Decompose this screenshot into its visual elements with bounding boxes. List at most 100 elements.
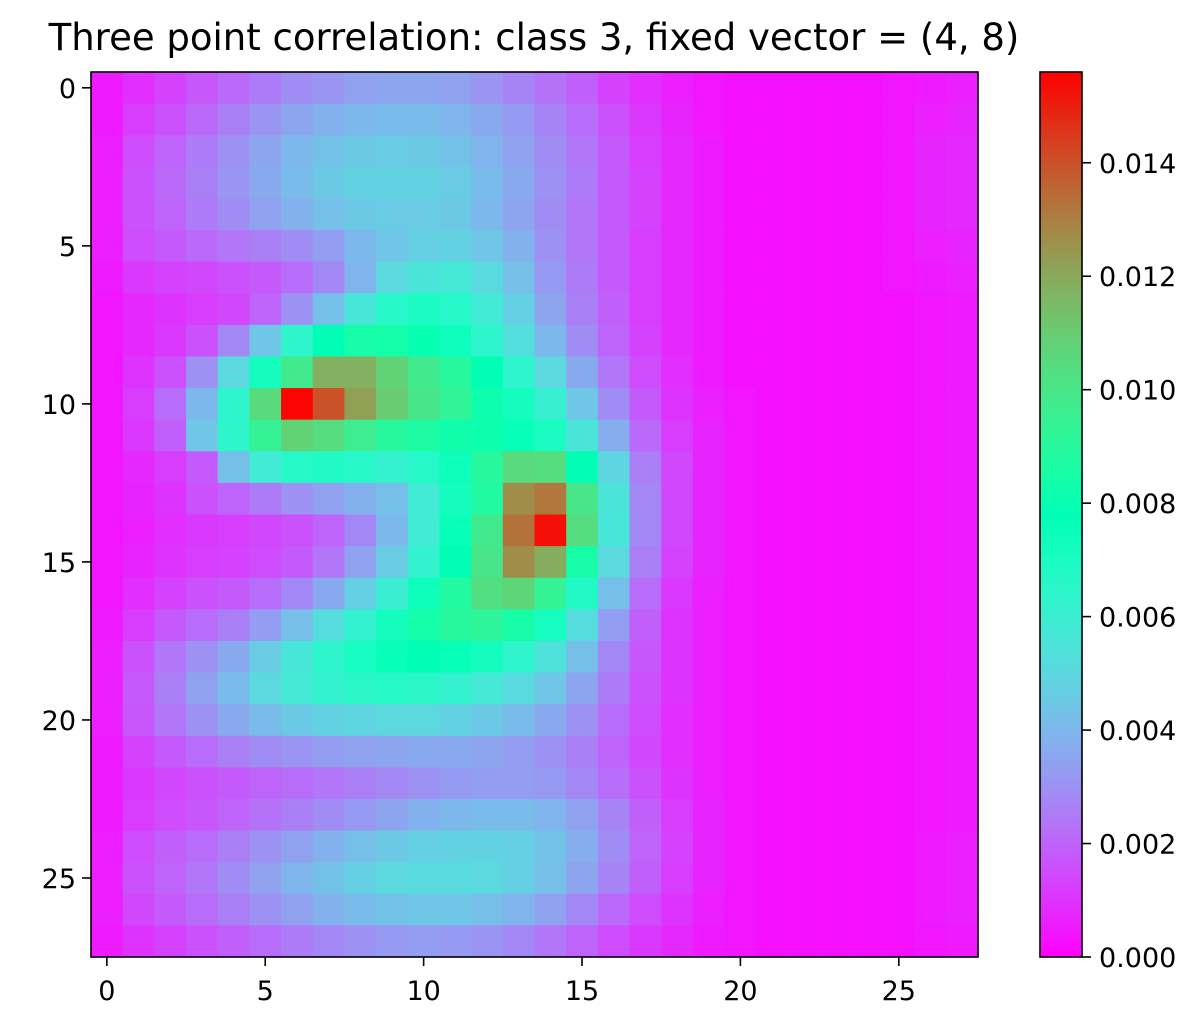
heatmap-cell [471, 388, 504, 421]
heatmap-cell [597, 798, 631, 832]
heatmap-cell [851, 356, 884, 389]
heatmap-cell [724, 135, 757, 168]
heatmap-cell [502, 609, 536, 642]
heatmap-cell [439, 103, 472, 136]
colorbar-axis: 0.000 0.002 0.004 0.006 0.008 0.010 0.012 0.014 [1082, 149, 1176, 974]
heatmap-cell [217, 261, 250, 294]
heatmap-cell [122, 767, 155, 800]
heatmap-cell [344, 388, 377, 421]
heatmap-cell [407, 609, 441, 642]
heatmap-cell [566, 767, 599, 800]
heatmap-cell [344, 798, 377, 832]
heatmap-cell [122, 798, 155, 832]
chart-title: Three point correlation: class 3, fixed … [48, 16, 1020, 59]
heatmap-cell [407, 862, 441, 895]
heatmap-cell [597, 830, 631, 863]
y-tick-label: 20 [42, 706, 76, 737]
heatmap-cell [534, 893, 567, 926]
heatmap-cell [534, 735, 567, 768]
heatmap-cell [787, 609, 821, 642]
heatmap-cell [249, 261, 282, 294]
heatmap-cell [312, 198, 346, 231]
heatmap-cell [882, 577, 916, 610]
heatmap-cell [249, 925, 282, 958]
heatmap-cell [661, 514, 694, 547]
heatmap-cell [186, 577, 219, 610]
heatmap-cell [819, 356, 852, 389]
heatmap-cell [281, 261, 314, 294]
heatmap-cell [439, 356, 472, 389]
heatmap-cell [249, 103, 282, 136]
heatmap-cell [154, 893, 187, 926]
heatmap-cell [471, 735, 504, 768]
heatmap-cell [376, 862, 409, 895]
colorbar-tick-label: 0.008 [1099, 489, 1176, 520]
heatmap-cell [661, 609, 694, 642]
heatmap-cell [91, 767, 124, 800]
heatmap-cell [629, 198, 662, 231]
colorbar [1039, 71, 1083, 958]
heatmap-cell [502, 293, 536, 326]
heatmap-cell [186, 293, 219, 326]
heatmap-cell [629, 324, 662, 358]
heatmap-cell [597, 356, 631, 389]
heatmap-cell [566, 546, 599, 579]
heatmap-cell [502, 830, 536, 863]
heatmap-cell [344, 293, 377, 326]
heatmap-cell [787, 514, 821, 547]
heatmap-cell [471, 830, 504, 863]
heatmap-cell [407, 324, 441, 358]
heatmap-cell [281, 609, 314, 642]
heatmap-cell [344, 135, 377, 168]
x-tick-label: 0 [98, 976, 115, 1007]
heatmap-cell [376, 482, 409, 516]
heatmap-cell [154, 356, 187, 389]
heatmap-cell [724, 198, 757, 231]
heatmap-cell [661, 640, 694, 674]
heatmap-cell [281, 514, 314, 547]
heatmap-cell [756, 261, 789, 294]
heatmap-cell [91, 230, 124, 263]
heatmap-cell [914, 767, 947, 800]
heatmap-cell [787, 546, 821, 579]
heatmap-cell [312, 356, 346, 389]
x-tick-label: 5 [257, 976, 274, 1007]
heatmap-cell [914, 672, 947, 705]
heatmap-cell [186, 830, 219, 863]
heatmap-cell [756, 577, 789, 610]
heatmap-cell [217, 451, 250, 484]
heatmap-cell [122, 419, 155, 452]
heatmap-cell [787, 577, 821, 610]
heatmap-cell [882, 166, 916, 200]
heatmap-cell [787, 356, 821, 389]
heatmap-cell [724, 546, 757, 579]
heatmap-cell [882, 451, 916, 484]
heatmap-cell [597, 546, 631, 579]
heatmap-cell [851, 925, 884, 958]
heatmap-cell [661, 103, 694, 136]
heatmap-cell [312, 166, 346, 200]
heatmap-cell [471, 135, 504, 168]
heatmap-cell [819, 451, 852, 484]
heatmap-cell [756, 166, 789, 200]
heatmap-cell [661, 830, 694, 863]
heatmap-cell [882, 198, 916, 231]
heatmap-cell [597, 230, 631, 263]
heatmap-cell [787, 388, 821, 421]
heatmap-cell [534, 230, 567, 263]
heatmap-cell [756, 640, 789, 674]
heatmap-cell [91, 546, 124, 579]
heatmap-cell [91, 704, 124, 737]
heatmap-cell [566, 103, 599, 136]
heatmap-cell [186, 166, 219, 200]
heatmap-cell [629, 925, 662, 958]
heatmap-cell [534, 388, 567, 421]
heatmap-cell [154, 546, 187, 579]
heatmap-cell [692, 356, 726, 389]
heatmap-cell [122, 166, 155, 200]
heatmap-cell [882, 261, 916, 294]
heatmap-cell [186, 103, 219, 136]
heatmap-cell [882, 704, 916, 737]
heatmap-cell [851, 798, 884, 832]
heatmap-cell [851, 830, 884, 863]
